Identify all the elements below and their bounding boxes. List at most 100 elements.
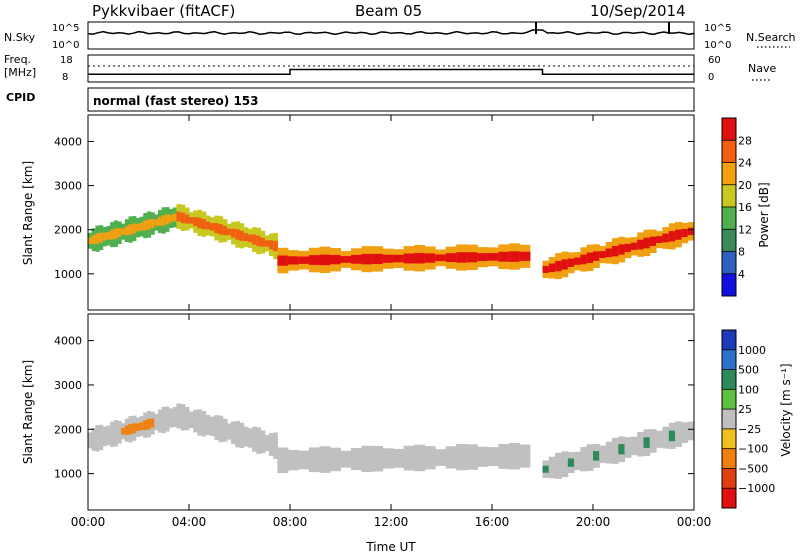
echo-cell-core	[435, 454, 447, 461]
xtick-label: 12:00	[374, 515, 409, 529]
echo-cell-core	[466, 252, 478, 263]
echo-cell-core	[201, 219, 207, 230]
colorbar-segment	[722, 184, 736, 208]
echo-cell-core	[487, 253, 499, 261]
echo-cell-core	[264, 439, 270, 447]
echo-cell-core	[668, 430, 676, 442]
echo-cell-core	[197, 217, 203, 229]
echo-cell-core	[226, 228, 232, 236]
echo-cell-core	[340, 455, 352, 463]
echo-cell-core	[277, 455, 289, 466]
echo-cell-core	[498, 451, 510, 462]
echo-cell-core	[150, 418, 155, 428]
echo-cell-core	[498, 251, 510, 262]
colorbar-segment	[722, 468, 736, 489]
echo-cell-core	[681, 228, 689, 238]
echo-cell-core	[165, 414, 170, 424]
echo-cell-core	[239, 430, 245, 441]
echo-cell-core	[403, 253, 415, 264]
colorbar-segment	[722, 118, 736, 141]
echo-cell-core	[135, 223, 141, 232]
echo-cell-core	[662, 233, 670, 243]
power-yaxis: 1000 2000 3000 4000	[54, 135, 694, 281]
colorbar-segment	[722, 140, 736, 163]
ytick-label: 2000	[54, 423, 82, 436]
echo-cell-core	[252, 234, 257, 245]
echo-cell-core	[567, 258, 575, 267]
echo-cell-core	[139, 222, 144, 231]
echo-cell-core	[687, 227, 695, 236]
echo-cell-core	[308, 454, 320, 465]
freq-tick-bottom: 8	[62, 72, 68, 83]
echo-cell-core	[184, 413, 190, 424]
echo-cell-core	[180, 412, 186, 423]
echo-cell-core	[574, 257, 581, 265]
echo-cell-core	[508, 251, 520, 262]
echo-cell-core	[403, 453, 415, 464]
echo-cell-core	[424, 253, 436, 263]
echo-cell-core	[158, 416, 163, 426]
echo-cell-core	[687, 427, 695, 435]
echo-cell-core	[287, 256, 299, 265]
echo-cell-core	[414, 252, 426, 264]
echo-cell-core	[637, 239, 644, 250]
echo-cell-core	[169, 214, 174, 223]
echo-cell-core	[681, 428, 689, 437]
colorbar-segment	[722, 369, 736, 390]
velocity-colorbar-label: Velocity [m s⁻¹]	[779, 363, 793, 456]
nsearch-tick-top: 10^5	[704, 23, 731, 34]
echo-cell-core	[649, 236, 657, 246]
echo-cell-core	[445, 253, 457, 263]
echo-cell-core	[180, 212, 186, 224]
station-title: Pykkvibaer (fitACF)	[92, 2, 235, 20]
ytick-label: 4000	[54, 335, 82, 348]
ytick-label: 3000	[54, 379, 82, 392]
xtick-label: 00:00	[71, 515, 106, 529]
echo-cell-core	[382, 454, 394, 463]
colorbar-segment	[722, 428, 736, 449]
echo-cell-core	[106, 431, 111, 440]
echo-cell-core	[555, 260, 562, 272]
echo-cell-core	[675, 429, 682, 440]
echo-cell-core	[393, 254, 405, 263]
colorbar-segment	[722, 229, 736, 252]
colorbar-segment	[722, 448, 736, 469]
echo-cell-core	[161, 215, 166, 226]
echo-cell-core	[580, 454, 588, 465]
nsky-tick-bottom: 10^0	[52, 40, 79, 51]
echo-cell-core	[139, 422, 144, 431]
nave-label: Nave	[748, 62, 776, 75]
echo-cell-core	[260, 437, 266, 447]
date-title: 10/Sep/2014	[590, 2, 686, 20]
echo-cell-core	[172, 413, 177, 421]
echo-cell-core	[231, 428, 236, 438]
echo-cell-core	[273, 440, 278, 452]
colorbar-tick-label: −25	[738, 423, 761, 436]
echo-cell-core	[662, 433, 670, 442]
echo-cell-core	[548, 463, 556, 472]
echo-cell-core	[121, 228, 126, 235]
colorbar-tick-label: 20	[738, 179, 752, 192]
colorbar-tick-label: 100	[738, 383, 759, 396]
colorbar-segment	[722, 251, 736, 274]
echo-cell-core	[456, 252, 468, 263]
echo-cell-core	[165, 214, 170, 225]
echo-cell-core	[88, 437, 93, 444]
echo-cell-core	[252, 434, 257, 445]
echo-cell-core	[361, 253, 373, 265]
echo-cell-core	[586, 252, 594, 264]
echo-cell-core	[269, 240, 274, 250]
colorbar-tick-label: 25	[738, 403, 752, 416]
echo-cell-core	[256, 435, 261, 446]
velocity-yaxis: 1000 2000 3000 4000	[54, 335, 694, 481]
echo-cell-core	[124, 226, 129, 236]
echo-cell-core	[456, 451, 468, 463]
echo-cell-core	[264, 240, 270, 247]
echo-cell-core	[154, 219, 159, 226]
xtick-label: 04:00	[172, 515, 207, 529]
echo-cell-core	[519, 251, 531, 261]
echo-cell-core	[298, 456, 310, 464]
echo-cell-core	[124, 425, 129, 435]
echo-cell-core	[593, 451, 600, 461]
echo-cell-core	[340, 256, 352, 263]
